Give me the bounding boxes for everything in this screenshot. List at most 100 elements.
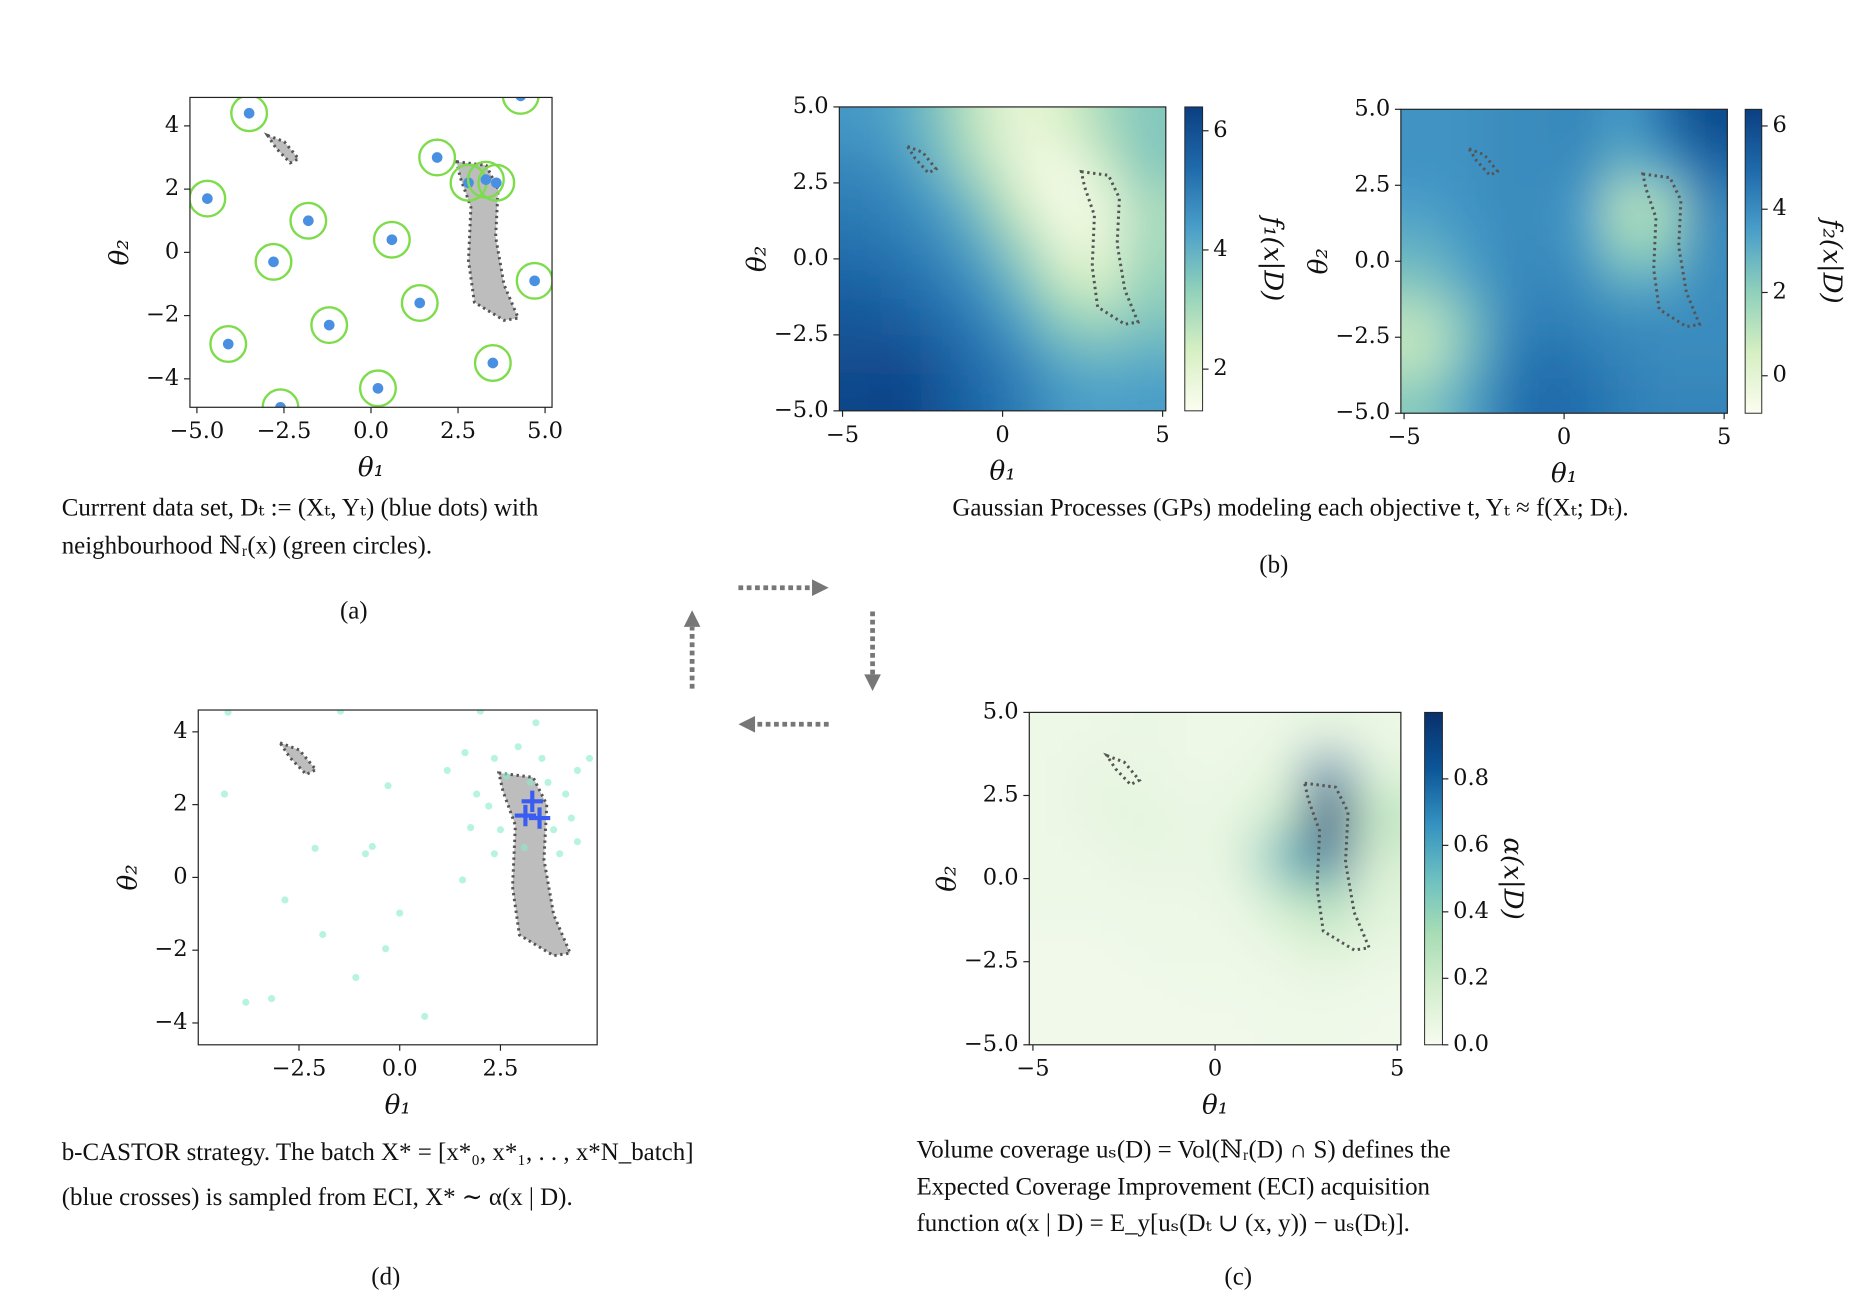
neighbourhood-ring [358,369,397,408]
heat-cell [1400,375,1445,414]
heat-cell [962,334,1004,374]
y-tick-label: 0.0 [983,865,1019,891]
heat-cell [1260,961,1307,1004]
heat-cell [1564,223,1605,262]
colorbar [1744,108,1763,414]
heat-cell [1351,878,1401,921]
x-tick-label: 5.0 [527,418,563,444]
heat-cell [1684,147,1728,186]
data-point [467,823,475,832]
heat-cell [1564,147,1605,186]
colorbar [1184,106,1204,412]
plot-area [189,97,553,408]
heat-cell [1082,258,1124,298]
y-tick-label: −2.5 [774,321,829,347]
heat-cell [1078,1003,1125,1045]
heat-cell [1029,920,1080,963]
heat-cell [1306,795,1353,838]
heat-cell [962,372,1004,411]
colorbar-tick-label: 0.0 [1453,1031,1489,1057]
heat-cell [1215,753,1262,797]
data-point [222,338,234,350]
data-point [526,778,534,786]
heat-cell [1484,375,1525,414]
heat-cell [962,182,1004,222]
heat-cell [1564,261,1605,300]
data-point [242,998,250,1006]
heat-cell [1604,375,1645,414]
y-tick-label: 4 [165,112,179,138]
x-tick-label: 0.0 [382,1056,418,1082]
heat-cell [1169,878,1216,921]
heat-cell [1351,1003,1401,1045]
x-tick-label: −5 [826,422,859,448]
heat-cell [1082,296,1124,336]
data-point [562,790,570,798]
caption-line: Currrent data set, Dₜ := (Xₜ, Yₜ) (blue … [62,494,539,521]
heat-cell [1029,837,1080,880]
heat-cell [922,220,964,260]
y-tick-label: −2.5 [964,948,1019,974]
heat-cell [1078,961,1125,1004]
data-point [220,790,229,798]
arrow-head [812,579,829,597]
heat-cell [1215,837,1262,880]
heat-cell [1444,185,1485,224]
data-point [384,782,392,790]
x-tick-label: 0 [995,422,1009,448]
y-tick-label: −2.5 [1335,323,1390,349]
y-tick-label: 4 [173,718,187,744]
data-point [352,973,360,982]
heat-cell [1124,712,1171,755]
caption-line: neighbourhood ℕᵣ(x) (green circles). [62,532,432,559]
heat-cell [1260,1003,1307,1045]
heat-cell [1002,106,1044,146]
feasible-region [276,739,319,777]
heat-cell [922,296,964,336]
data-point [281,896,289,904]
heat-cell [1082,144,1124,184]
heat-cell [1215,712,1262,755]
data-point [538,754,546,762]
heat-cell [1002,296,1044,336]
data-point [386,234,398,246]
heat-cell [1169,1003,1216,1045]
x-axis-label: θ₁ [385,1091,411,1121]
heat-cell [839,220,884,260]
heat-cell [1444,261,1485,300]
data-point [490,850,498,858]
heat-cell [1306,837,1353,880]
feasible-region [1079,169,1141,326]
heat-cell [962,258,1004,298]
heat-cell [839,372,884,411]
colorbar [1424,711,1443,1046]
heat-cell [1604,109,1645,148]
colorbar-tick-label: 4 [1213,236,1227,262]
arrow-head [683,610,701,627]
y-tick-label: −2 [146,302,179,328]
heat-cell [1351,712,1401,755]
data-point [224,710,232,716]
data-point [336,710,345,715]
data-point [323,319,335,331]
heat-cell [1306,920,1353,963]
heat-cell [1684,261,1728,300]
heat-cell [1444,375,1485,414]
heat-cell [1260,795,1307,838]
heat-cell [882,372,924,411]
heat-cell [1604,223,1645,262]
neighbourhood-ring [189,179,227,218]
data-point [532,719,540,727]
caption-line: Gaussian Processes (GPs) modeling each o… [952,494,1628,521]
heatmap [1029,712,1401,1045]
data-point [372,382,384,394]
feasible-region [496,771,573,958]
data-point [515,97,526,102]
heat-cell [839,182,884,222]
panel: −5 0 5 −5.0 −2.5 0.0 2.5 5.0 θ₁ θ₂ 0.0 0.2 0.4 0.6 0.8… [917,698,1528,1291]
feasible-region [903,143,939,175]
panel-label: (d) [371,1264,400,1291]
heat-cell [1564,375,1605,414]
panel-label: (c) [1224,1264,1252,1291]
x-axis-label: θ₁ [358,453,384,483]
